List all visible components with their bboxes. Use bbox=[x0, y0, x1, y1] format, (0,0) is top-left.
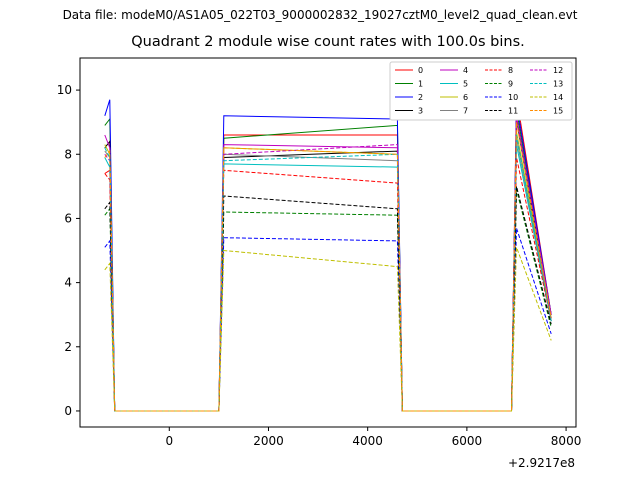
series-line-8 bbox=[104, 157, 552, 412]
series-line-7 bbox=[104, 138, 552, 412]
series-line-5 bbox=[104, 144, 552, 412]
series-line-12 bbox=[104, 115, 552, 412]
legend-label-1: 1 bbox=[418, 80, 423, 89]
legend-label-14: 14 bbox=[553, 93, 563, 102]
legend-label-4: 4 bbox=[463, 66, 468, 75]
legend-label-12: 12 bbox=[553, 66, 563, 75]
series-line-6 bbox=[104, 131, 552, 412]
series-line-15 bbox=[104, 122, 552, 412]
legend-label-10: 10 bbox=[508, 93, 518, 102]
series-line-14 bbox=[104, 247, 552, 412]
y-tick-label: 10 bbox=[57, 83, 72, 97]
series-line-9 bbox=[104, 189, 552, 412]
figure-suptitle: Data file: modeM0/AS1A05_022T03_90000028… bbox=[62, 8, 578, 22]
y-tick-label: 8 bbox=[64, 147, 72, 161]
legend-label-9: 9 bbox=[508, 80, 513, 89]
legend-frame bbox=[389, 61, 573, 121]
y-tick-label: 0 bbox=[64, 404, 72, 418]
chart-title: Quadrant 2 module wise count rates with … bbox=[131, 34, 525, 50]
legend-label-3: 3 bbox=[418, 107, 423, 116]
legend-label-0: 0 bbox=[418, 66, 423, 75]
legend-label-13: 13 bbox=[553, 80, 563, 89]
y-tick-label: 6 bbox=[64, 211, 72, 225]
series-line-3 bbox=[104, 118, 552, 412]
x-tick-label: 6000 bbox=[452, 434, 483, 448]
legend-label-8: 8 bbox=[508, 66, 513, 75]
series-layer bbox=[104, 96, 552, 412]
axis-layer: 0 2000 4000 6000 8000 0 2 4 6 8 10 bbox=[57, 83, 582, 448]
legend-label-7: 7 bbox=[463, 107, 468, 116]
x-offset-label: +2.9217e8 bbox=[508, 456, 575, 470]
legend-label-2: 2 bbox=[418, 93, 423, 102]
x-tick-label: 4000 bbox=[352, 434, 383, 448]
series-line-0 bbox=[104, 96, 552, 412]
legend-label-11: 11 bbox=[508, 107, 518, 116]
y-tick-label: 2 bbox=[64, 340, 72, 354]
plot-frame bbox=[79, 57, 577, 428]
series-line-13 bbox=[104, 134, 552, 412]
x-tick-label: 2000 bbox=[253, 434, 284, 448]
legend-label-15: 15 bbox=[553, 107, 563, 116]
series-line-10 bbox=[104, 227, 552, 412]
legend-label-5: 5 bbox=[463, 80, 468, 89]
series-line-11 bbox=[104, 186, 552, 412]
x-tick-label: 8000 bbox=[551, 434, 582, 448]
series-line-4 bbox=[104, 115, 552, 412]
x-tick-label: 0 bbox=[165, 434, 173, 448]
legend-label-6: 6 bbox=[463, 93, 468, 102]
y-tick-label: 4 bbox=[64, 276, 72, 290]
